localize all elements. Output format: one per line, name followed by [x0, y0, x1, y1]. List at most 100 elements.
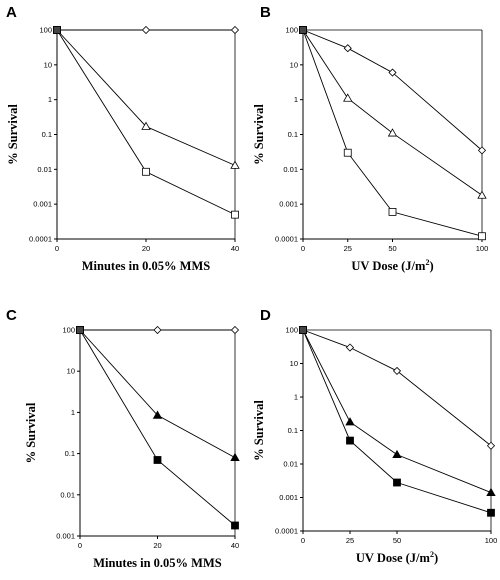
- data-point: [392, 366, 402, 375]
- x-tick-label: 0: [301, 536, 305, 545]
- x-tick-label: 0: [301, 244, 305, 253]
- data-point: [153, 325, 162, 335]
- y-tick-label: 0.001: [279, 493, 298, 502]
- data-point: [299, 26, 307, 34]
- series-diamond-open: [53, 25, 240, 35]
- y-tick-label: 100: [285, 26, 298, 35]
- y-tick-label: 100: [285, 326, 298, 335]
- data-point: [477, 146, 487, 155]
- y-tick-label: 1: [294, 95, 298, 104]
- x-tick-label: 50: [388, 244, 396, 253]
- series-triangle-open: [53, 26, 240, 169]
- data-point: [388, 68, 397, 77]
- y-tick-label: 0.01: [283, 165, 298, 174]
- y-tick-label: 10: [44, 60, 52, 69]
- data-point: [387, 128, 398, 137]
- y-tick-label: 0.1: [288, 426, 298, 435]
- x-tick-label: 0: [55, 244, 59, 253]
- data-point: [141, 121, 151, 130]
- data-point: [346, 436, 354, 445]
- data-point: [230, 160, 240, 169]
- y-tick-label: 0.1: [42, 130, 52, 139]
- x-axis-label: UV Dose (J/m2): [356, 550, 438, 565]
- series-square-filled: [299, 326, 495, 517]
- data-point: [345, 417, 355, 426]
- y-tick-label: 0.1: [288, 130, 298, 139]
- data-point: [53, 26, 61, 34]
- data-point: [230, 452, 240, 461]
- y-tick-label: 1: [48, 95, 52, 104]
- y-tick-label: 100: [62, 326, 75, 335]
- data-point: [142, 167, 150, 176]
- x-tick-label: 25: [346, 536, 354, 545]
- series-diamond-open: [299, 326, 496, 450]
- y-tick-label: 10: [290, 359, 298, 368]
- y-tick-label: 0.001: [279, 200, 298, 209]
- y-tick-label: 0.001: [56, 532, 75, 541]
- data-point: [152, 410, 163, 419]
- data-point: [478, 232, 486, 241]
- series-triangle-filled: [299, 326, 496, 497]
- y-tick-label: 0.0001: [275, 235, 298, 244]
- panel-letter: B: [260, 4, 271, 21]
- y-axis-label: % Survival: [252, 104, 266, 165]
- y-tick-label: 0.0001: [275, 527, 298, 536]
- data-point: [231, 210, 239, 219]
- series-line: [302, 329, 492, 447]
- series-line: [302, 29, 483, 151]
- y-axis-label: % Survival: [252, 400, 266, 461]
- series-line: [79, 329, 236, 526]
- x-tick-label: 50: [393, 536, 401, 545]
- x-axis-label: UV Dose (J/m2): [351, 258, 433, 273]
- y-tick-label: 0.01: [60, 490, 75, 499]
- x-axis-label: Minutes in 0.05% MMS: [93, 556, 222, 570]
- y-tick-label: 100: [39, 26, 52, 35]
- data-point: [343, 148, 352, 157]
- data-point: [392, 449, 402, 459]
- data-point: [393, 478, 401, 487]
- y-tick-label: 0.1: [65, 449, 75, 458]
- series-line: [302, 29, 483, 196]
- series-diamond-open: [76, 325, 240, 335]
- data-point: [477, 190, 487, 199]
- x-tick-label: 40: [231, 244, 239, 253]
- x-axis-label: Minutes in 0.05% MMS: [82, 259, 211, 273]
- data-point: [486, 441, 496, 450]
- data-point: [486, 487, 496, 497]
- series-diamond-open: [299, 26, 487, 155]
- series-triangle-filled: [76, 326, 240, 461]
- y-tick-label: 1: [294, 393, 298, 402]
- y-tick-label: 1: [71, 408, 75, 417]
- y-tick-label: 0.01: [283, 460, 298, 469]
- series-line: [79, 329, 236, 458]
- series-triangle-open: [299, 26, 487, 199]
- x-tick-label: 0: [78, 541, 82, 550]
- panel-letter: A: [6, 4, 17, 21]
- y-tick-label: 10: [290, 60, 298, 69]
- panel-letter: C: [6, 307, 17, 324]
- x-tick-label: 25: [344, 244, 352, 253]
- y-tick-label: 0.0001: [29, 235, 52, 244]
- series-square-filled: [76, 326, 239, 530]
- data-point: [231, 521, 239, 530]
- y-tick-label: 0.001: [33, 200, 52, 209]
- data-point: [343, 93, 353, 102]
- data-point: [230, 25, 240, 35]
- series-line: [56, 29, 236, 166]
- data-point: [343, 44, 352, 53]
- data-point: [299, 326, 307, 334]
- y-axis-label: % Survival: [24, 402, 38, 463]
- data-point: [141, 25, 151, 35]
- series-line: [302, 329, 492, 494]
- y-tick-label: 0.01: [37, 165, 52, 174]
- x-tick-label: 20: [153, 541, 161, 550]
- data-point: [76, 326, 84, 334]
- y-tick-label: 10: [67, 367, 75, 376]
- x-tick-label: 40: [231, 541, 239, 550]
- panel-letter: D: [260, 307, 271, 324]
- x-tick-label: 100: [485, 536, 498, 545]
